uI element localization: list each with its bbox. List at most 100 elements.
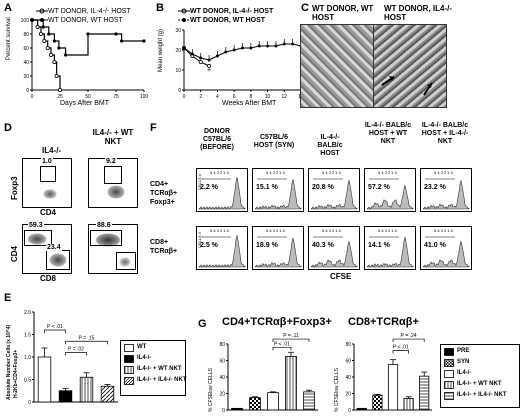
panel-a-legend-2: WT DONOR, WT HOST (48, 17, 123, 24)
cfse-low-percentage: 57.2 % (368, 184, 390, 191)
panel-g-right-pvalue: P < .01 (393, 345, 409, 351)
panel-a-xtick-label: 50 (85, 94, 91, 100)
cfse-peak-profile (366, 184, 414, 210)
panel-e-legend-swatch (124, 355, 134, 363)
cfse-histogram-trace (198, 177, 246, 210)
panel-g-right-ytick-label: 0 (348, 408, 351, 414)
panel-g-right-ytick-label: 60 (345, 359, 351, 365)
panel-a-point (57, 46, 61, 50)
gate-label-1: 1.0 (41, 158, 53, 165)
gate-il4-cd4 (24, 230, 52, 246)
cfse-histogram (196, 168, 248, 212)
cfse-low-percentage: 2.2 % (200, 184, 218, 191)
cfse-histogram (252, 168, 304, 212)
panel-g-left-ytick-label: 40 (219, 375, 225, 381)
panel-e-chart: 0 0.5 1.0 1.5 2.0 P < .01 P = .02 P = .15 (24, 310, 118, 406)
panel-a-ytick-label: 80 (23, 32, 29, 38)
panel-e-ytick-label: 0.5 (24, 378, 31, 384)
flow-plot-il4-cd4cd8 (22, 224, 72, 274)
panel-g-legend-label: SYN (457, 359, 470, 365)
panel-g-legend-swatch (444, 392, 454, 400)
gate-nkt-cd8 (116, 252, 136, 270)
panel-e-ylabel: Absolute Number Cells (x 10^4) (6, 324, 12, 400)
panel-g-title1: CD4+TCRαβ+Foxp3+ (222, 316, 332, 328)
gate-il4-cd8 (46, 250, 70, 270)
panel-g-right-significance-bracket (392, 350, 409, 354)
panel-a-point (49, 53, 54, 58)
panel-g-legend-swatch-fill (444, 359, 454, 367)
panel-c-label: C (301, 2, 309, 14)
panel-a-ylabel: Percent survival (6, 17, 12, 60)
cfse-division-labels: 5 4 3 2 1 0 (434, 170, 453, 175)
panel-g-left-pvalue: P < .01 (274, 341, 290, 347)
panel-b-point (232, 48, 236, 52)
panel-e-ytick-label: 1.5 (24, 333, 31, 339)
panel-a-point (86, 32, 90, 36)
panel-g-left-ytick-label: 60 (219, 359, 225, 365)
panel-e-legend-swatch-fill (124, 355, 134, 363)
panel-g-left-ytick-label: 0 (222, 408, 225, 414)
cfse-histogram-trace (422, 178, 470, 210)
cfse-low-percentage: 14.1 % (368, 242, 390, 249)
panel-d-row1-ylabel: Foxp3 (10, 176, 19, 200)
cfse-low-percentage: 2.5 % (200, 242, 218, 249)
cfse-hist-ylabel: CELLS # (197, 173, 202, 190)
panel-g-left-pvalue: P = .11 (283, 333, 299, 339)
panel-e-legend-label: IL4-/- + WT NKT (137, 366, 182, 372)
panel-g-title2: CD8+TCRαβ+ (348, 316, 419, 328)
panel-d-col1: IL4-/- (42, 146, 62, 155)
panel-c-left-title: WT DONOR, WT HOST (312, 4, 374, 22)
panel-g-legend-swatch-fill (444, 392, 454, 400)
panel-e-legend-swatch-fill (124, 344, 134, 352)
panel-e-ytick-label: 2.0 (24, 310, 31, 316)
panel-e-significance-bracket (65, 352, 87, 356)
panel-b-xtick-label: 6 (233, 94, 236, 100)
panel-g-legend-swatch (444, 359, 454, 367)
panel-e-legend-swatch (124, 344, 134, 352)
panel-b-xlabel: Weeks After BMT (222, 100, 277, 107)
panel-b-significance-mark: + (207, 67, 211, 74)
panel-a-point (38, 31, 43, 36)
panel-a-point (42, 39, 47, 44)
gate-nkt-foxp3 (104, 166, 122, 184)
panel-b-xtick-label: 12 (282, 94, 288, 100)
panel-a-point (35, 24, 40, 29)
panel-g-right-bar (403, 398, 414, 411)
panel-g-right-bar (419, 375, 430, 411)
panel-e-ytick-label: 1.0 (24, 355, 31, 361)
panel-b-xtick-label: 4 (216, 94, 219, 100)
cfse-peak-profile (254, 237, 302, 268)
panel-b-point (241, 46, 244, 50)
panel-d-row1-xlabel: CD4 (40, 208, 57, 217)
panel-e-label: E (4, 292, 12, 304)
cfse-low-percentage: 40.3 % (312, 242, 334, 249)
flow-plot-nkt-cd4cd8 (88, 224, 138, 274)
panel-b-point (207, 58, 211, 62)
panel-b-point (291, 42, 295, 46)
cfse-histogram (196, 226, 248, 270)
panel-g-legend-swatch-fill (444, 370, 454, 378)
panel-b-point (215, 54, 219, 58)
panel-e-significance-bracket (44, 329, 66, 333)
panel-e-ytick-label: 0 (28, 400, 31, 406)
panel-g-left-bar (231, 407, 243, 411)
cfse-histogram-trace (254, 178, 302, 210)
panel-a-label: A (4, 2, 12, 14)
cfse-peak-profile (422, 180, 470, 210)
panel-b-xtick-label: 10 (265, 94, 271, 100)
panel-b-label: B (156, 2, 164, 14)
panel-b-point (282, 42, 286, 46)
histology-wt-host-image (300, 24, 374, 108)
gate-label-5: 88.6 (96, 222, 112, 229)
panel-a-point (114, 32, 118, 36)
panel-b-point (199, 56, 203, 60)
panel-a-point (120, 39, 124, 43)
cfse-division-labels: 5 4 3 2 1 0 (210, 228, 229, 233)
panel-b-point (266, 44, 270, 48)
panel-e-bar (100, 385, 115, 403)
panel-g-chart-right: 0 20 40 60 80 P = .24 P < .01 (345, 333, 432, 414)
cfse-histogram (364, 226, 416, 270)
panel-g-legend-label: IL4-/- + WT NKT (457, 381, 502, 387)
cfse-histogram-trace (366, 178, 414, 210)
panel-b-ytick-label: 30 (175, 28, 181, 34)
